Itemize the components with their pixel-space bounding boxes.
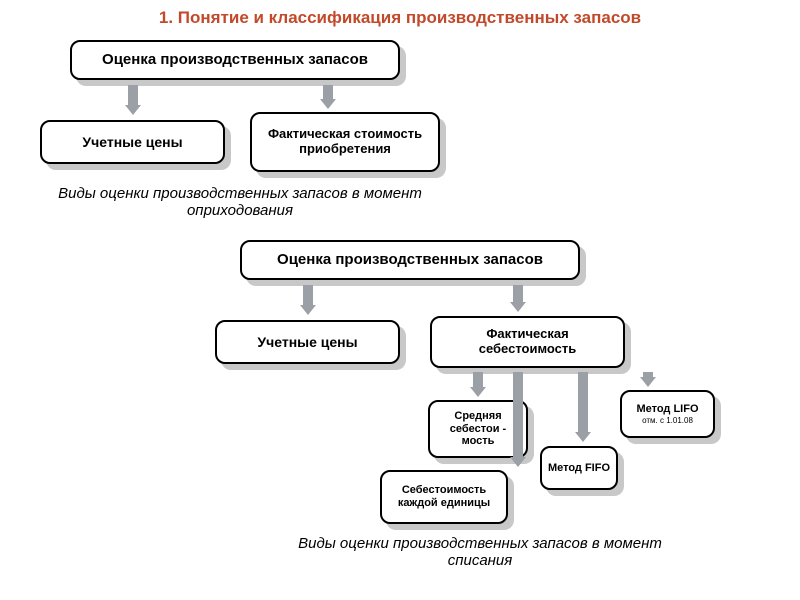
arrow-down-icon <box>510 285 526 312</box>
arrow-down-icon <box>510 372 526 467</box>
arrow-down-icon <box>300 285 316 315</box>
d1-root: Оценка производственных запасов <box>70 40 400 80</box>
arrow-down-icon <box>125 85 141 115</box>
d1-left-label: Учетные цены <box>40 120 225 164</box>
d2-left: Учетные цены <box>215 320 400 364</box>
diagram-canvas: 1. Понятие и классификация производствен… <box>0 0 800 600</box>
d2-root-label: Оценка производственных запасов <box>240 240 580 280</box>
d2-unit: Себестоимость каждой единицы <box>380 470 508 524</box>
arrow-down-icon <box>640 372 656 387</box>
d2-lifo-label: Метод LIFO отм. с 1.01.08 <box>620 390 715 438</box>
d1-left: Учетные цены <box>40 120 225 164</box>
d2-left-label: Учетные цены <box>215 320 400 364</box>
page-title: 1. Понятие и классификация производствен… <box>80 8 720 28</box>
d2-right: Фактическая себестоимость <box>430 316 625 368</box>
d2-lifo-main: Метод LIFO <box>636 403 698 416</box>
d2-root: Оценка производственных запасов <box>240 240 580 280</box>
d1-right: Фактическая стоимость приобретения <box>250 112 440 172</box>
d2-lifo-sub: отм. с 1.01.08 <box>636 416 698 425</box>
d2-lifo: Метод LIFO отм. с 1.01.08 <box>620 390 715 438</box>
d1-caption: Виды оценки производственных запасов в м… <box>40 185 440 219</box>
arrow-down-icon <box>320 85 336 109</box>
d2-unit-label: Себестоимость каждой единицы <box>380 470 508 524</box>
d2-caption: Виды оценки производственных запасов в м… <box>270 535 690 569</box>
d2-right-label: Фактическая себестоимость <box>430 316 625 368</box>
d2-fifo: Метод FIFO <box>540 446 618 490</box>
d2-fifo-label: Метод FIFO <box>540 446 618 490</box>
d1-right-label: Фактическая стоимость приобретения <box>250 112 440 172</box>
arrow-down-icon <box>575 372 591 442</box>
d1-root-label: Оценка производственных запасов <box>70 40 400 80</box>
arrow-down-icon <box>470 372 486 397</box>
